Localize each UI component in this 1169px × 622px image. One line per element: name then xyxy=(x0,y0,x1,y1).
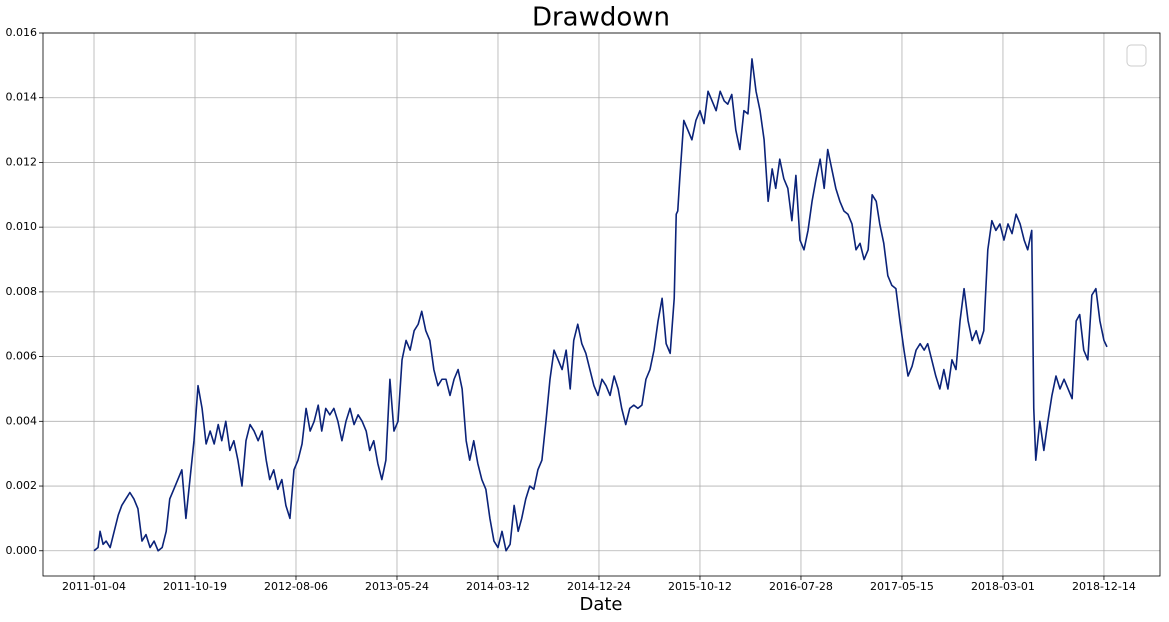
x-tick-label: 2015-10-12 xyxy=(668,580,732,593)
y-tick-label: 0.008 xyxy=(6,285,38,298)
y-tick-label: 0.014 xyxy=(6,91,38,104)
x-axis-label: Date xyxy=(579,594,622,615)
y-tick-label: 0.000 xyxy=(6,544,38,557)
x-tick-label: 2014-12-24 xyxy=(567,580,631,593)
y-tick-label: 0.012 xyxy=(6,155,38,168)
x-tick-label: 2011-10-19 xyxy=(163,580,227,593)
x-tick-label: 2013-05-24 xyxy=(365,580,429,593)
x-tick-label: 2011-01-04 xyxy=(62,580,126,593)
y-tick-label: 0.006 xyxy=(6,350,38,363)
x-tick-label: 2012-08-06 xyxy=(264,580,328,593)
y-tick-label: 0.010 xyxy=(6,220,38,233)
x-tick-label: 2018-12-14 xyxy=(1072,580,1136,593)
chart-title: Drawdown xyxy=(532,3,670,33)
plot-frame xyxy=(42,32,1161,577)
legend-box xyxy=(1126,44,1147,67)
x-tick-label: 2018-03-01 xyxy=(971,580,1035,593)
y-tick-label: 0.002 xyxy=(6,479,38,492)
x-tick-label: 2016-07-28 xyxy=(769,580,833,593)
x-tick-label: 2017-05-15 xyxy=(870,580,934,593)
y-tick-label: 0.004 xyxy=(6,414,38,427)
y-tick-label: 0.016 xyxy=(6,26,38,39)
x-tick-label: 2014-03-12 xyxy=(466,580,530,593)
line-series xyxy=(93,58,1108,552)
